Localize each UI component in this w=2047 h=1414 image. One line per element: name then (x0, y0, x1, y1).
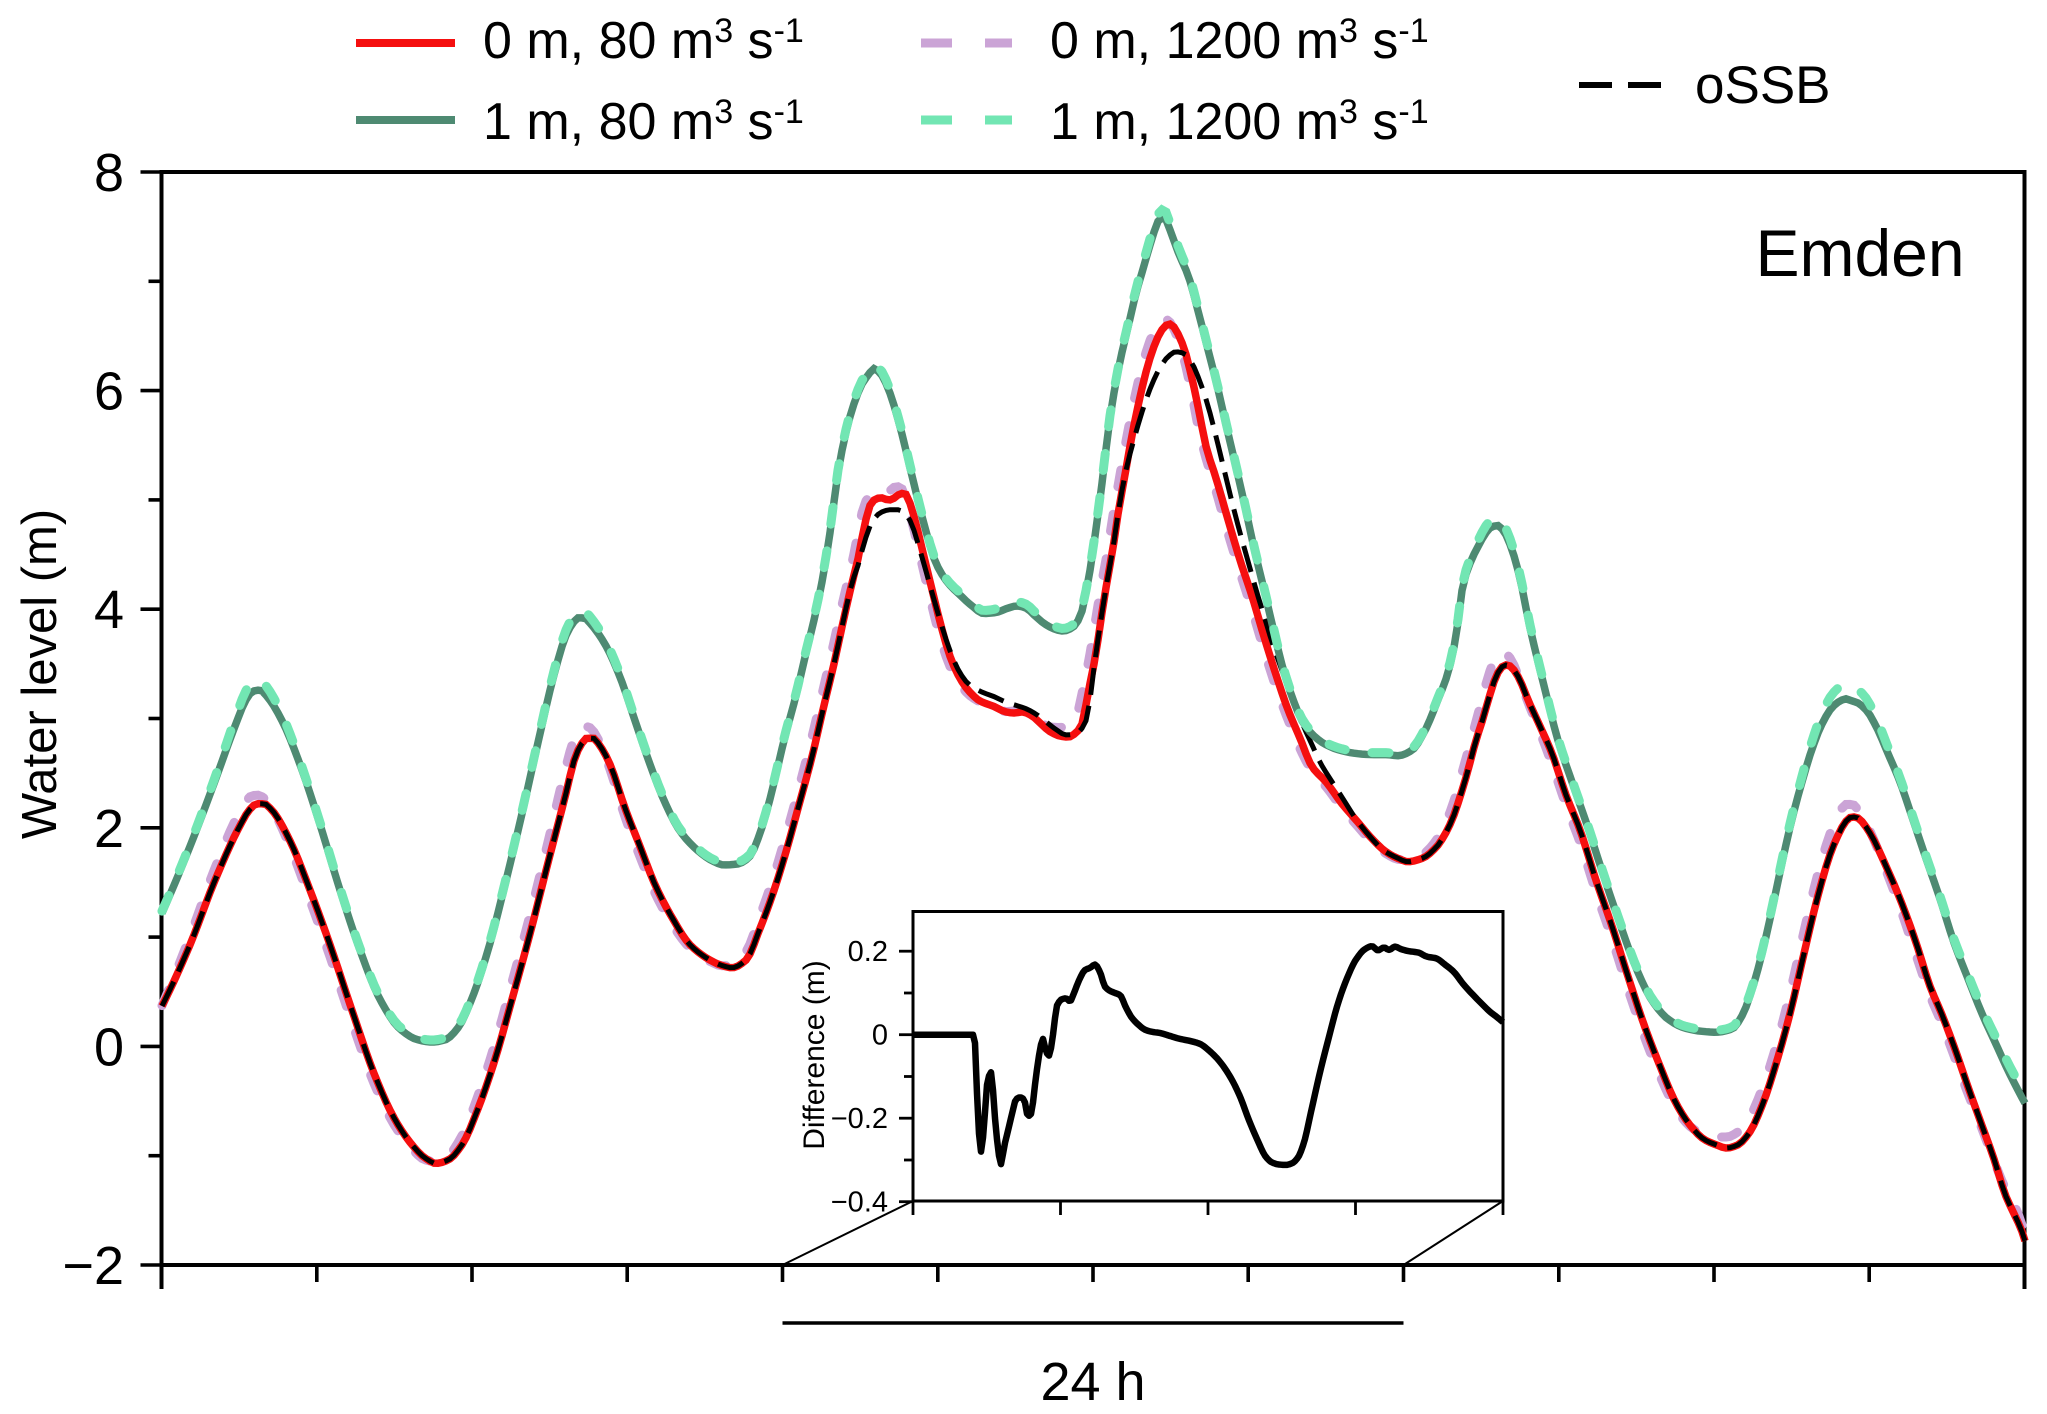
svg-text:1 m, 80 m3 s-1: 1 m, 80 m3 s-1 (483, 93, 804, 151)
svg-text:Difference (m): Difference (m) (798, 960, 831, 1150)
svg-text:−0.4: −0.4 (831, 1187, 888, 1219)
svg-text:0: 0 (872, 1020, 888, 1052)
svg-text:24 h: 24 h (1040, 1352, 1145, 1412)
svg-text:1 m, 1200 m3 s-1: 1 m, 1200 m3 s-1 (1050, 93, 1429, 151)
svg-text:0: 0 (94, 1017, 124, 1077)
svg-text:4: 4 (94, 580, 124, 640)
svg-text:2: 2 (94, 799, 124, 859)
svg-text:oSSB: oSSB (1695, 56, 1831, 115)
svg-text:6: 6 (94, 362, 124, 422)
svg-text:0.2: 0.2 (848, 936, 888, 968)
svg-text:0 m, 1200 m3 s-1: 0 m, 1200 m3 s-1 (1050, 12, 1429, 70)
svg-text:Emden: Emden (1755, 216, 1964, 290)
svg-text:−0.2: −0.2 (831, 1103, 888, 1135)
svg-text:0 m, 80 m3 s-1: 0 m, 80 m3 s-1 (483, 12, 804, 70)
svg-text:8: 8 (94, 143, 124, 203)
svg-text:Water level (m): Water level (m) (13, 509, 67, 839)
svg-text:−2: −2 (62, 1236, 124, 1296)
